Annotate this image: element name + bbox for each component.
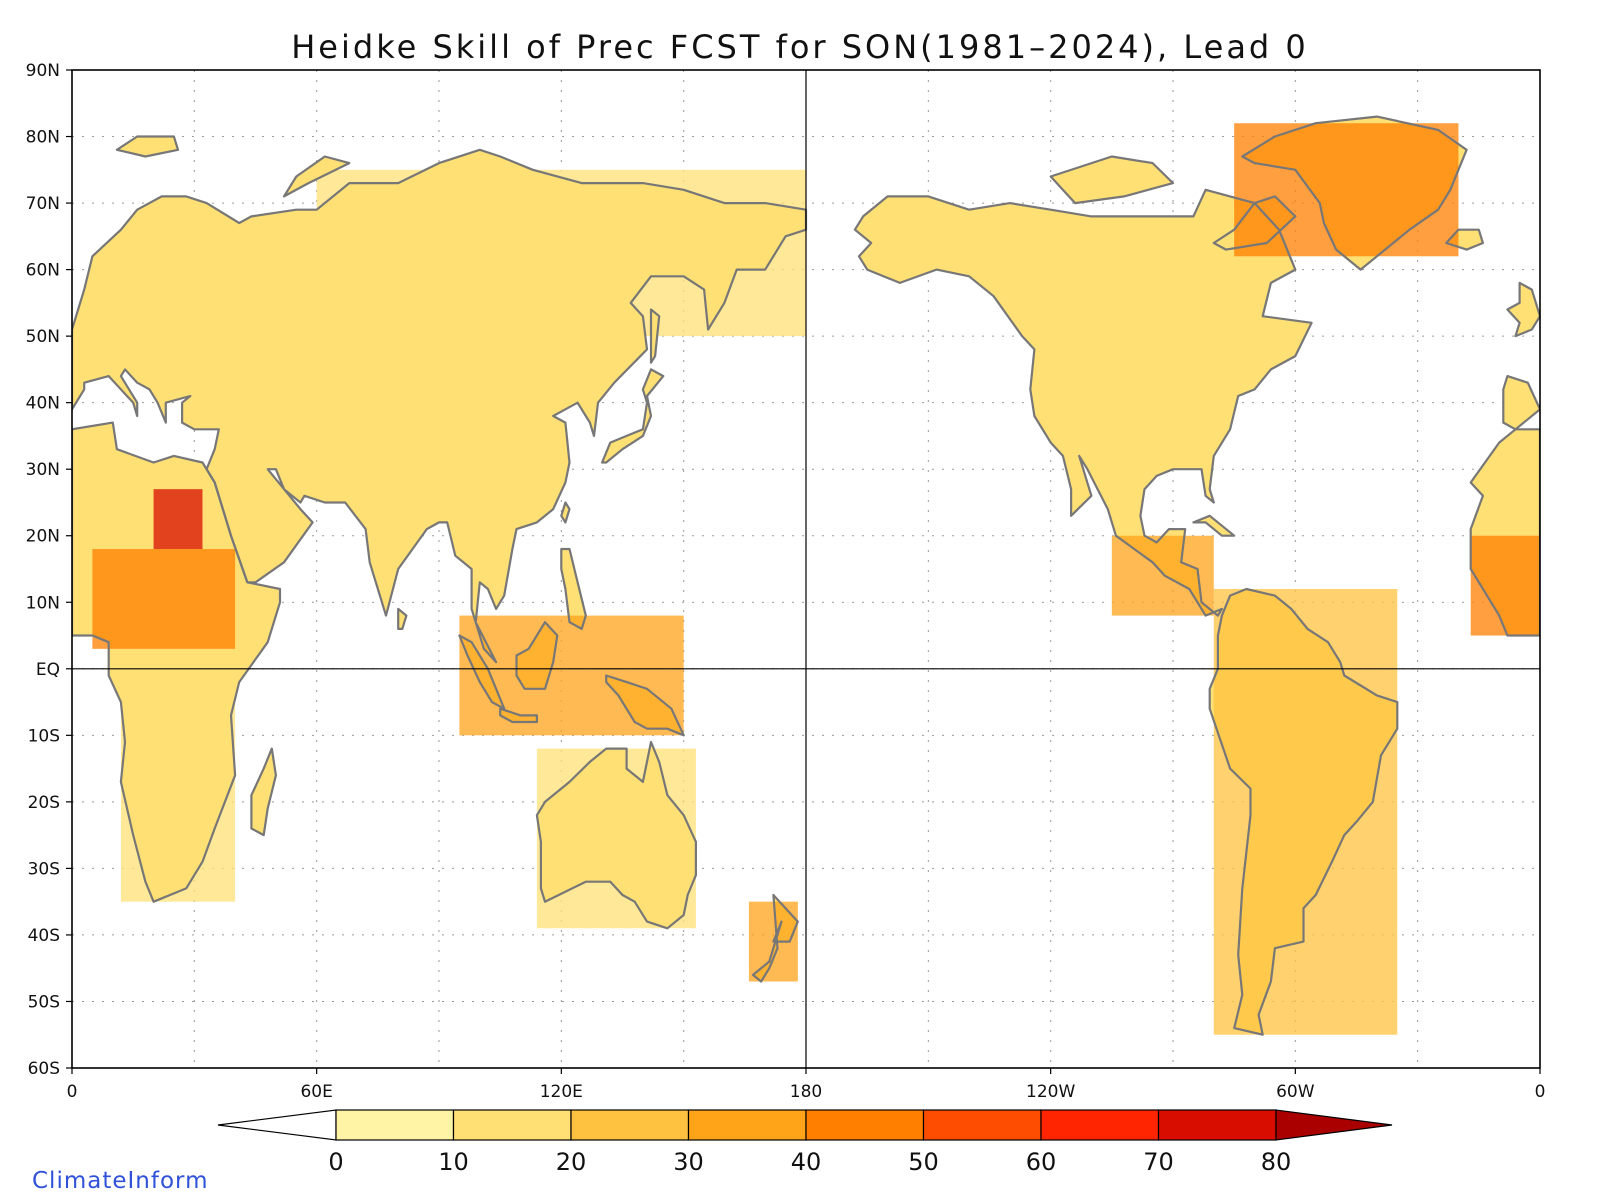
lat-tick-label: 10S xyxy=(28,726,60,746)
lat-tick-label: 60S xyxy=(28,1059,60,1079)
colorbar-swatch xyxy=(452,1109,572,1141)
lon-tick-label: 120E xyxy=(540,1082,583,1102)
lon-tick-label: 60E xyxy=(300,1082,332,1102)
skill-region xyxy=(459,615,684,736)
coast-sakhalin xyxy=(649,308,661,364)
coast-novayazemlya xyxy=(282,155,351,198)
coast-newzealand xyxy=(751,893,799,983)
land-svalbard xyxy=(116,136,178,157)
lon-tick-label: 0 xyxy=(1535,1082,1546,1102)
coast-svalbard xyxy=(115,135,180,158)
coast-arctic xyxy=(1049,155,1175,205)
land-northamerica xyxy=(854,189,1312,616)
coast-borneo xyxy=(515,621,559,690)
coast-srilanka xyxy=(397,607,408,631)
land-arctic xyxy=(1050,156,1173,204)
longitude-labels: 0 60E 120E 180 120W 60W 0 xyxy=(67,1068,1546,1102)
colorbar-swatch xyxy=(335,1109,455,1141)
skill-region xyxy=(92,549,236,649)
coast-wafrica xyxy=(1469,428,1540,637)
coast-greenland xyxy=(1241,115,1468,271)
colorbar-swatch xyxy=(1157,1109,1277,1141)
colorbar-tick-label: 60 xyxy=(1026,1148,1057,1176)
lat-tick-label: 40N xyxy=(26,394,60,414)
coast-japan xyxy=(600,368,665,464)
credit-label: ClimateInform xyxy=(32,1168,209,1194)
lat-tick-label: 20N xyxy=(26,527,60,547)
lon-tick-label: 60W xyxy=(1276,1082,1315,1102)
colorbar-tick-label: 0 xyxy=(328,1148,343,1176)
land-uk xyxy=(1507,282,1540,337)
coast-java xyxy=(499,707,539,724)
colorbar-under-triangle xyxy=(217,1109,337,1141)
colorbar-over-triangle xyxy=(1275,1109,1393,1141)
lat-tick-label: 50S xyxy=(28,992,60,1012)
land-srilanka xyxy=(398,608,407,629)
coast-baffin xyxy=(1212,195,1297,251)
lat-tick-label: 10N xyxy=(26,593,60,613)
colorbar-swatch xyxy=(805,1109,925,1141)
colorbar-tick-label: 70 xyxy=(1143,1148,1174,1176)
skill-region xyxy=(1470,535,1540,636)
colorbar-swatch xyxy=(570,1109,690,1141)
skill-region xyxy=(536,748,696,929)
colorbar-tick-label: 80 xyxy=(1261,1148,1292,1176)
coast-madagascar xyxy=(250,747,277,837)
lat-tick-label: 20S xyxy=(28,793,60,813)
colorbar-tick-label: 10 xyxy=(438,1148,469,1176)
coast-uk xyxy=(1506,281,1540,338)
lat-tick-label: 90N xyxy=(26,61,60,81)
colorbar-tick-label: 40 xyxy=(791,1148,822,1176)
lat-tick-label: 40S xyxy=(28,926,60,946)
chart-title: Heidke Skill of Prec FCST for SON(1981–2… xyxy=(291,28,1309,66)
lat-tick-label: 60N xyxy=(26,261,60,281)
colorbar-tick-label: 30 xyxy=(673,1148,704,1176)
skill-region xyxy=(316,169,806,337)
skill-region xyxy=(1213,588,1398,1035)
skill-region xyxy=(153,489,203,550)
coast-eurasia xyxy=(72,148,808,664)
coast-southamerica xyxy=(1208,587,1399,1036)
coastline xyxy=(72,115,1540,1036)
coast-australia xyxy=(535,740,698,930)
lon-tick-label: 120W xyxy=(1026,1082,1075,1102)
lat-tick-label: 30N xyxy=(26,460,60,480)
skill-field xyxy=(72,116,1540,1035)
land-japan xyxy=(602,369,664,463)
reference-lines xyxy=(72,70,1540,1068)
lat-tick-label: 70N xyxy=(26,194,60,214)
land-cuba xyxy=(1193,515,1235,536)
colorbar-swatch xyxy=(687,1109,807,1141)
skill-region xyxy=(1234,123,1459,257)
land-madagascar xyxy=(251,748,276,836)
colorbar-tick-label: 50 xyxy=(908,1148,939,1176)
coast-iceland xyxy=(1445,228,1485,251)
coast-northamerica xyxy=(853,188,1313,617)
lat-tick-label: EQ xyxy=(36,660,60,680)
coast-sumatra xyxy=(458,634,506,710)
coast-taiwan xyxy=(560,501,571,524)
lat-tick-label: 50N xyxy=(26,327,60,347)
skill-region xyxy=(120,702,236,902)
colorbar-swatch xyxy=(922,1109,1042,1141)
coast-newguinea xyxy=(605,674,685,737)
lat-tick-label: 80N xyxy=(26,128,60,148)
coast-cuba xyxy=(1192,514,1236,537)
colorbar-swatch xyxy=(1040,1109,1160,1141)
colorbar-tick-label: 20 xyxy=(556,1148,587,1176)
lat-tick-label: 30S xyxy=(28,859,60,879)
coast-africa xyxy=(72,421,282,903)
land-philippines xyxy=(561,549,586,629)
lon-tick-label: 180 xyxy=(790,1082,822,1102)
colorbar: 0 10 20 30 40 50 60 70 80 xyxy=(217,1109,1393,1176)
coast-philippines xyxy=(560,547,587,631)
lon-tick-label: 0 xyxy=(67,1082,78,1102)
latitude-labels: 90N 80N 70N 60N 50N 40N 30N 20N 10N EQ 10S 20S 30S 40… xyxy=(26,61,72,1079)
